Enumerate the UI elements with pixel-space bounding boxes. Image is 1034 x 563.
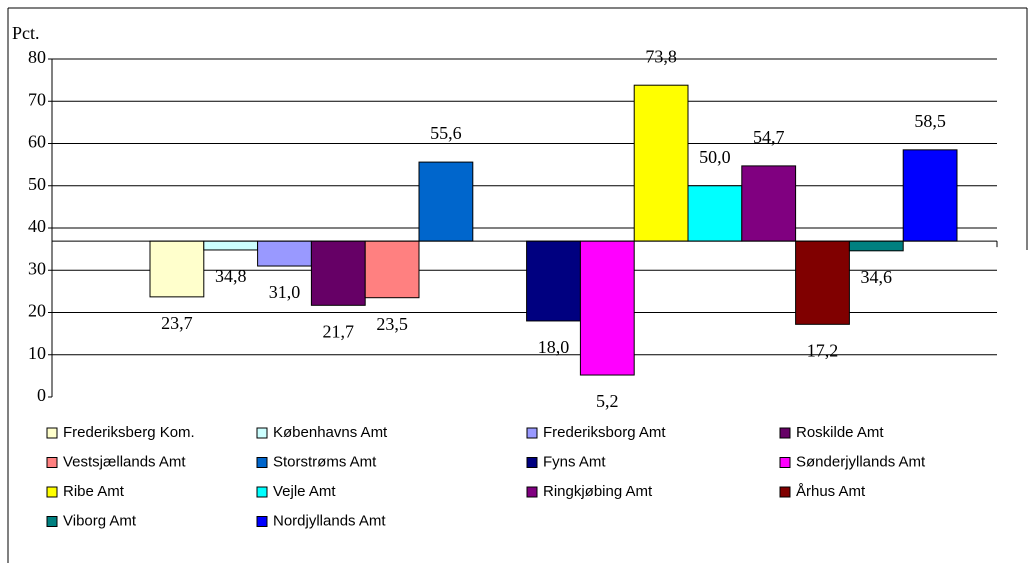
bar <box>579 240 635 376</box>
data-label: 23,7 <box>161 313 193 333</box>
bar <box>741 165 797 242</box>
bar <box>795 240 850 325</box>
y-tick-label: 80 <box>28 47 46 67</box>
legend-swatch <box>256 486 268 498</box>
y-tick-label: 70 <box>28 89 46 109</box>
legend-swatch <box>46 427 58 439</box>
legend-swatch <box>779 486 791 498</box>
legend-label: Vejle Amt <box>273 483 336 500</box>
legend-swatch <box>46 457 58 468</box>
data-label: 73,8 <box>645 46 677 66</box>
y-axis-label: Pct. <box>12 23 40 43</box>
y-tick-label: 30 <box>28 258 46 278</box>
legend-swatch <box>779 427 791 439</box>
legend-label: Frederiksberg Kom. <box>63 424 195 441</box>
legend-label: Storstrøms Amt <box>273 453 377 470</box>
data-label: 18,0 <box>538 337 570 357</box>
bar <box>633 84 689 242</box>
legend-label: Roskilde Amt <box>796 424 884 441</box>
data-label: 54,7 <box>753 127 785 147</box>
data-label: 34,6 <box>861 267 893 287</box>
y-tick-label: 20 <box>28 301 46 321</box>
legend-label: Ringkjøbing Amt <box>543 483 653 500</box>
data-label: 34,8 <box>215 266 247 286</box>
bar <box>418 161 474 242</box>
bar <box>687 185 743 242</box>
legend-swatch <box>779 457 791 468</box>
legend-swatch <box>46 486 58 498</box>
legend-label: Vestsjællands Amt <box>63 453 186 470</box>
data-label: 31,0 <box>269 282 301 302</box>
data-label: 50,0 <box>699 147 731 167</box>
legend-swatch <box>46 516 58 527</box>
legend-label: Sønderjyllands Amt <box>796 453 926 470</box>
bar <box>526 240 581 322</box>
y-tick-label: 60 <box>28 132 46 152</box>
bar <box>902 149 958 242</box>
legend-label: Viborg Amt <box>63 512 137 529</box>
bar <box>149 240 205 298</box>
bar <box>257 240 312 267</box>
data-label: 17,2 <box>807 340 839 360</box>
legend-label: Nordjyllands Amt <box>273 512 386 529</box>
legend-swatch <box>256 427 268 439</box>
y-tick-label: 0 <box>37 385 46 405</box>
legend-label: Frederiksborg Amt <box>543 424 666 441</box>
y-tick-label: 40 <box>28 216 46 236</box>
y-tick-label: 10 <box>28 343 46 363</box>
bar <box>848 240 904 252</box>
legend-label: Århus Amt <box>796 483 866 500</box>
y-tick-label: 50 <box>28 174 46 194</box>
legend-swatch <box>526 427 538 439</box>
data-label: 21,7 <box>323 321 355 341</box>
legend-swatch <box>526 486 538 498</box>
legend-label: Fyns Amt <box>543 453 606 470</box>
legend-swatch <box>256 457 268 468</box>
legend-label: Københavns Amt <box>273 424 388 441</box>
bar <box>310 240 366 306</box>
data-label: 55,6 <box>430 123 462 143</box>
legend-swatch <box>256 516 268 527</box>
bar <box>203 240 259 251</box>
legend-label: Ribe Amt <box>63 483 125 500</box>
data-label: 23,5 <box>376 314 408 334</box>
data-label: 58,5 <box>914 111 946 131</box>
bar <box>364 240 420 299</box>
legend-swatch <box>526 457 538 468</box>
data-label: 5,2 <box>596 391 619 411</box>
